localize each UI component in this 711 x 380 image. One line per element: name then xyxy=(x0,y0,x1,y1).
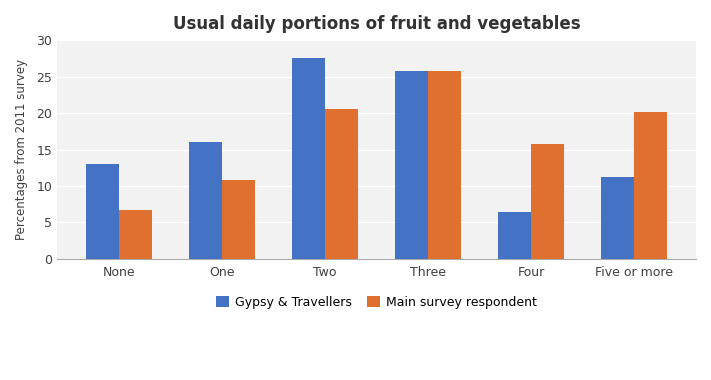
Bar xyxy=(395,71,428,259)
Bar xyxy=(189,142,222,259)
Bar xyxy=(292,59,325,259)
Bar xyxy=(119,210,152,259)
Bar xyxy=(325,109,358,259)
Bar xyxy=(86,164,119,259)
Bar xyxy=(634,112,667,259)
Y-axis label: Percentages from 2011 survey: Percentages from 2011 survey xyxy=(15,59,28,240)
Title: Usual daily portions of fruit and vegetables: Usual daily portions of fruit and vegeta… xyxy=(173,15,580,33)
Bar xyxy=(428,71,461,259)
Bar xyxy=(531,144,564,259)
Bar xyxy=(601,177,634,259)
Bar xyxy=(222,180,255,259)
Legend: Gypsy & Travellers, Main survey respondent: Gypsy & Travellers, Main survey responde… xyxy=(211,291,542,314)
Bar xyxy=(498,212,531,259)
